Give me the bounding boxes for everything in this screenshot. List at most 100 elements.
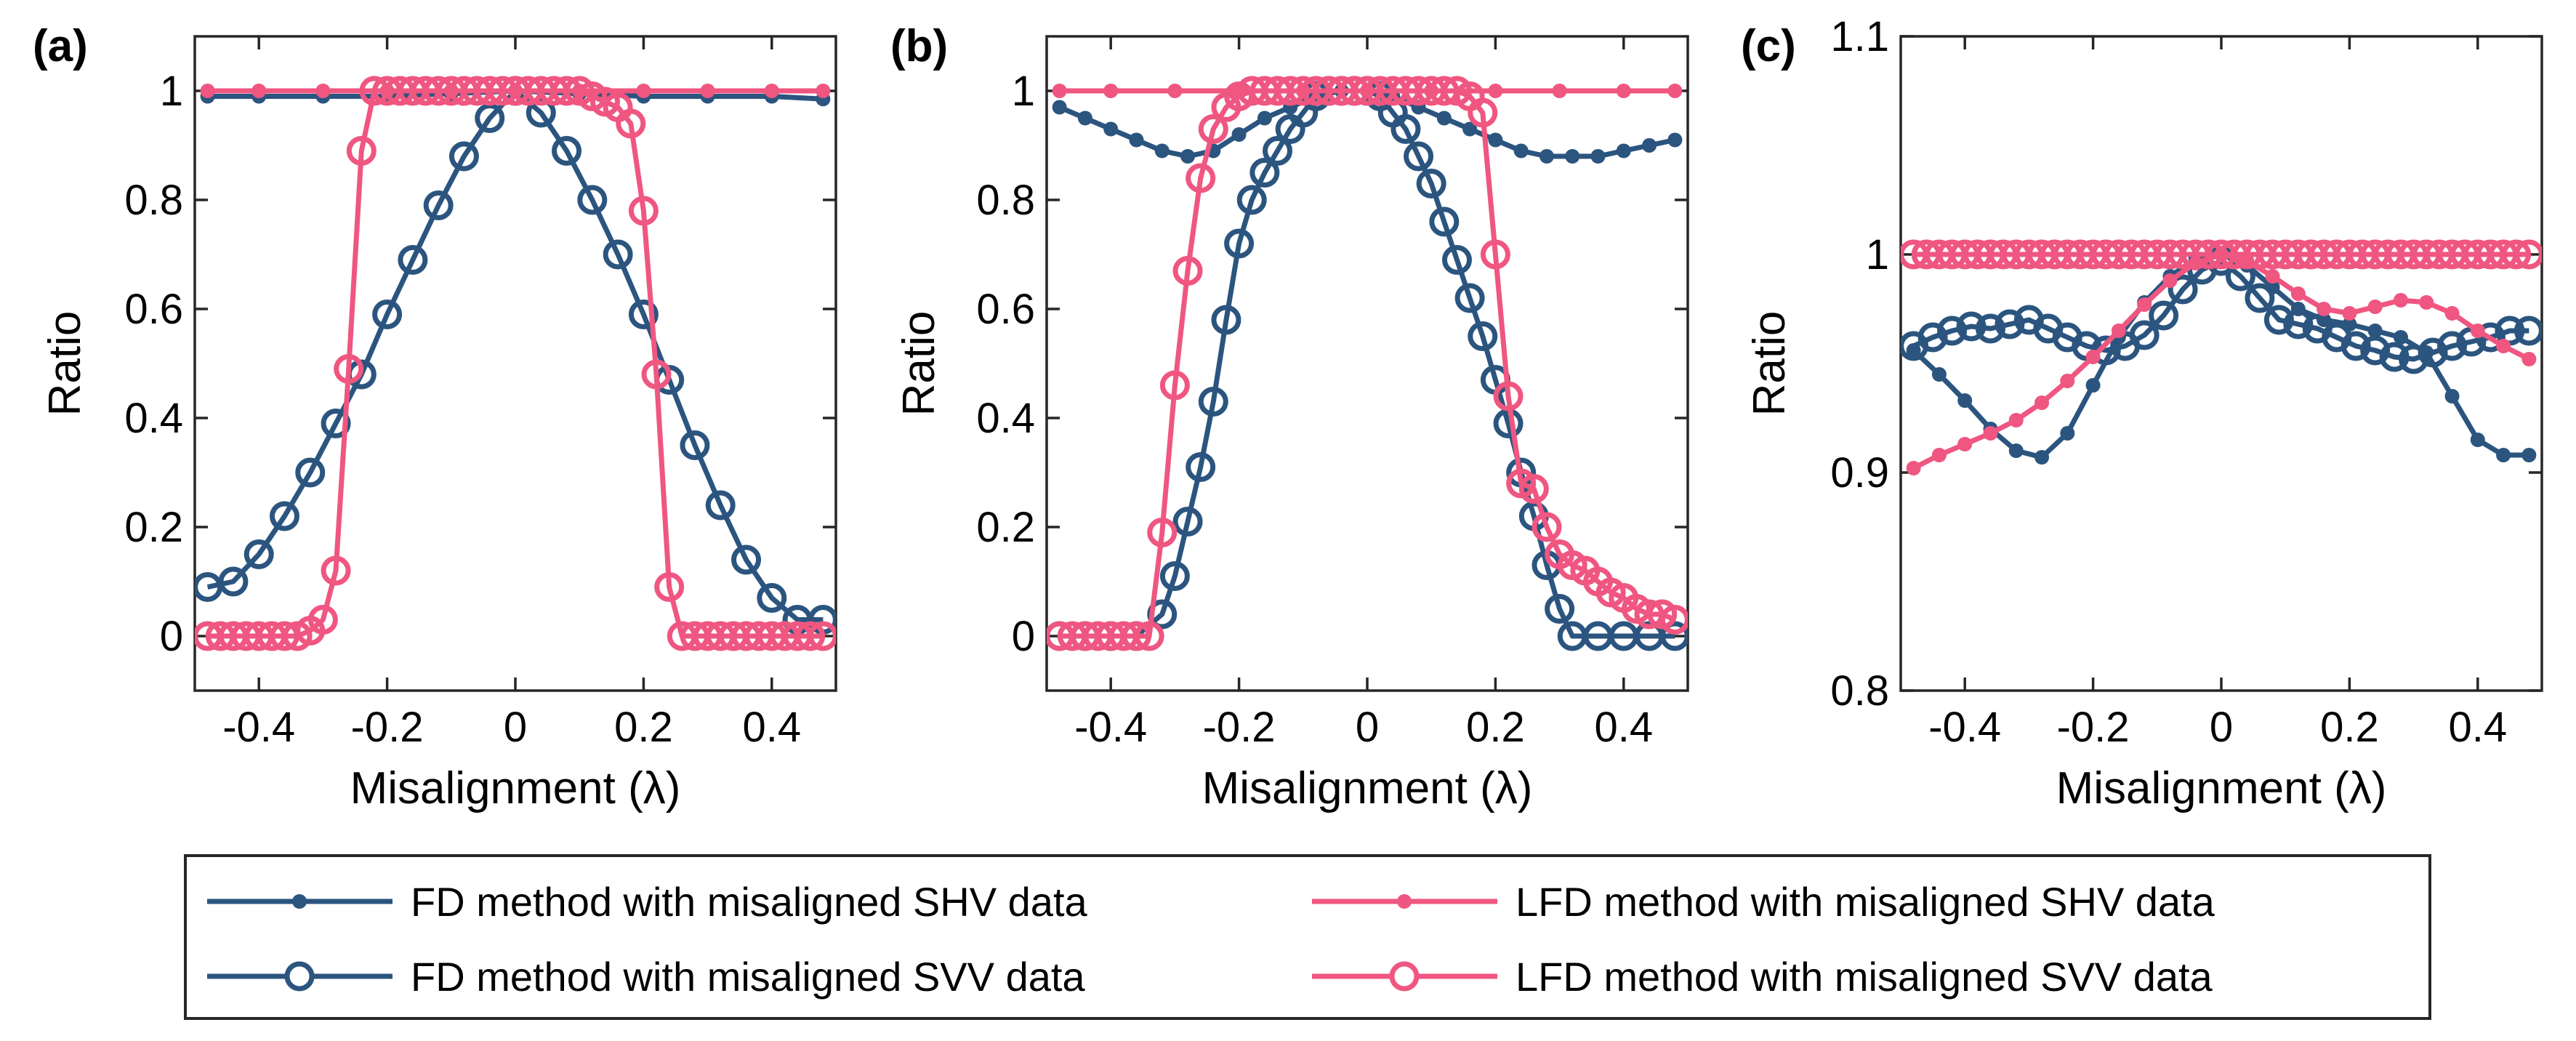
data-point <box>2342 306 2357 321</box>
data-point <box>1642 138 1657 153</box>
data-point <box>1590 149 1606 164</box>
data-point <box>552 136 582 166</box>
data-point <box>1957 437 1973 451</box>
data-point <box>628 196 659 226</box>
y-tick-label: 0.2 <box>976 504 1035 551</box>
legend-item: LFD method with misaligned SVV data <box>1312 954 2213 1000</box>
data-point <box>2085 350 2101 364</box>
data-point <box>1956 311 1987 342</box>
data-point <box>2496 448 2511 462</box>
series-line <box>1912 252 2530 471</box>
series-line <box>206 88 824 622</box>
data-point <box>2444 389 2460 403</box>
data-point <box>1995 309 2025 339</box>
x-tick-label: 0 <box>1356 704 1379 751</box>
data-point <box>1129 132 1144 148</box>
panel-b: -0.4 -0.2 0 0.2 0.4 0 0.2 0.4 0.6 0.8 1 Misalignmen… <box>890 21 1689 813</box>
data-point <box>2085 378 2101 393</box>
data-point <box>2393 330 2408 345</box>
data-point <box>2060 374 2075 388</box>
x-tick-label: -0.4 <box>1928 704 2001 751</box>
y-axis-label: Ratio <box>894 311 944 417</box>
x-tick-label: 0.4 <box>1594 704 1653 751</box>
legend-label: FD method with misaligned SHV data <box>411 879 1088 925</box>
data-point <box>1513 143 1529 158</box>
legend-label: FD method with misaligned SVV data <box>411 954 1085 1000</box>
data-point <box>1454 283 1485 313</box>
data-point <box>2379 342 2410 372</box>
panels: -0.4 -0.2 0 0.2 0.4 0 0.2 0.4 0.6 0.8 1 Misalignmen… <box>33 13 2543 813</box>
data-point <box>2501 239 2532 270</box>
x-tick-label: -0.2 <box>2057 704 2130 751</box>
data-point <box>1429 206 1460 237</box>
data-point <box>1263 136 1293 166</box>
data-point <box>1552 84 1567 98</box>
data-point <box>1937 315 1968 346</box>
data-point <box>2168 274 2198 305</box>
legend-label: LFD method with misaligned SHV data <box>1516 879 2215 925</box>
x-axis-label: Misalignment (λ) <box>350 763 681 813</box>
legend-item: LFD method with misaligned SHV data <box>1312 879 2215 925</box>
data-point <box>1436 110 1452 126</box>
x-tick-label: -0.4 <box>222 704 295 751</box>
data-point <box>1468 321 1498 351</box>
data-point <box>1468 97 1498 128</box>
data-point <box>1565 149 1580 164</box>
data-point <box>2521 448 2537 462</box>
y-tick-label: 1 <box>1012 68 1035 115</box>
data-point <box>1493 381 1524 411</box>
data-point <box>315 84 331 98</box>
data-point <box>2008 413 2024 427</box>
data-point <box>2283 309 2314 339</box>
data-point <box>295 457 326 488</box>
series-line <box>207 88 824 639</box>
y-tick-label: 1 <box>1866 231 1889 278</box>
legend-label: LFD method with misaligned SVV data <box>1516 954 2213 1000</box>
data-point <box>321 409 351 438</box>
data-point <box>1211 305 1241 335</box>
data-point <box>1518 474 1549 504</box>
data-point <box>1236 185 1267 215</box>
y-tick-label: 0.8 <box>1830 667 1889 715</box>
x-tick-label: 0 <box>2210 704 2233 751</box>
data-point <box>2360 335 2391 366</box>
data-point <box>1416 169 1446 198</box>
data-point <box>218 566 249 597</box>
data-point <box>654 572 685 602</box>
data-point <box>680 430 710 460</box>
axes-frame <box>1899 35 2543 692</box>
legend-marker <box>1397 894 1412 909</box>
data-point <box>628 300 659 329</box>
data-point <box>1052 84 1067 98</box>
data-point <box>1224 228 1255 259</box>
data-point <box>372 300 403 329</box>
data-point <box>2419 295 2434 310</box>
data-point <box>1172 507 1203 536</box>
data-point <box>2444 306 2460 321</box>
x-tick-label: 0 <box>504 704 527 751</box>
data-point <box>1906 461 1921 475</box>
data-point <box>2008 443 2024 458</box>
data-point <box>1441 245 1472 275</box>
data-point <box>2137 297 2152 312</box>
data-point <box>1147 518 1178 547</box>
data-point <box>731 544 762 575</box>
data-point <box>1103 121 1119 137</box>
data-point <box>334 354 364 384</box>
x-tick-label: 0.2 <box>2320 704 2379 751</box>
data-point <box>526 97 556 128</box>
data-point <box>1616 84 1631 98</box>
legend-marker <box>284 961 315 992</box>
data-point <box>2034 395 2050 410</box>
x-tick-label: -0.2 <box>351 704 424 751</box>
x-tick-label: 0.4 <box>742 704 801 751</box>
data-point <box>2149 300 2179 331</box>
data-point <box>1616 143 1631 158</box>
data-point <box>269 501 299 531</box>
data-point <box>1103 84 1119 98</box>
data-point <box>1480 239 1510 270</box>
data-point <box>1488 84 1503 98</box>
legend-marker <box>292 894 307 909</box>
data-point <box>2367 300 2383 314</box>
legend-items: FD method with misaligned SHV data FD met… <box>207 879 2215 1000</box>
